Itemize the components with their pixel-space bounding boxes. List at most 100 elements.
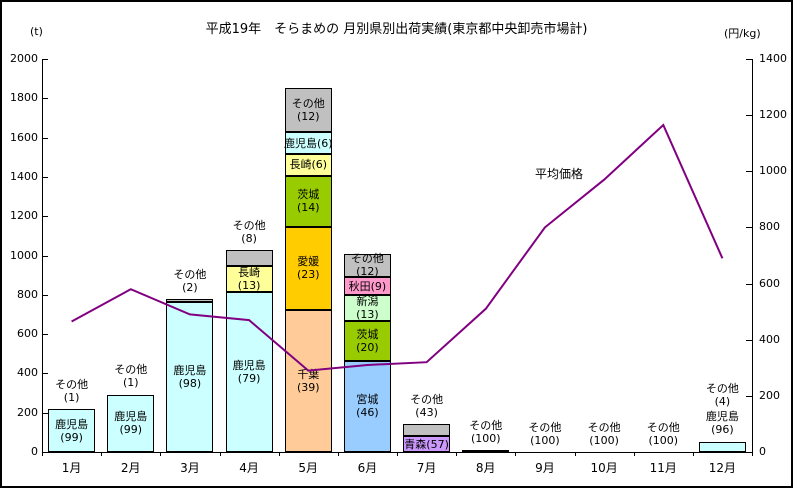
segment-label-6月-秋田: 秋田(9)	[348, 279, 387, 293]
segment-label-5月-千葉: 千葉 (39)	[296, 368, 320, 395]
x-axis-month-label: 12月	[708, 461, 737, 475]
left-axis-tick	[42, 176, 48, 178]
outside-label-8月-その他: その他 (100)	[469, 419, 503, 446]
bottom-axis-tick	[515, 452, 517, 456]
segment-label-6月-その他: その他 (12)	[350, 252, 384, 279]
left-axis-tick-label: 600	[17, 327, 38, 341]
left-axis-tick-label: 200	[17, 405, 38, 419]
outside-label-12月-その他: その他 (4)	[705, 382, 739, 409]
outside-label-10月-その他: その他 (100)	[587, 421, 621, 447]
bottom-axis-tick	[692, 452, 694, 456]
segment-label-6月-新潟: 新潟 (13)	[356, 295, 379, 322]
right-axis-tick	[746, 283, 752, 285]
x-axis-month-label: 8月	[475, 461, 496, 475]
left-axis-tick	[42, 294, 48, 296]
right-axis-tick-label: 1200	[759, 108, 787, 122]
outside-label-11月-その他: その他 (100)	[646, 421, 680, 447]
left-axis-tick-label: 1800	[10, 91, 38, 105]
bottom-axis-tick	[633, 452, 635, 456]
bottom-axis-tick	[752, 452, 753, 456]
outside-label-9月-その他: その他 (100)	[528, 421, 562, 447]
right-axis-tick	[746, 395, 752, 397]
outside-label-4月-その他: その他 (8)	[232, 218, 266, 245]
x-axis-month-label: 7月	[416, 461, 437, 475]
left-axis-tick-label: 1200	[10, 209, 38, 223]
left-axis-tick-label: 1400	[10, 169, 38, 183]
right-axis-tick	[746, 115, 752, 117]
left-axis-tick-label: 1000	[10, 248, 38, 262]
left-axis-tick	[42, 373, 48, 375]
segment-label-6月-宮城: 宮城 (46)	[356, 393, 379, 420]
right-axis-tick-label: 600	[759, 276, 780, 290]
right-axis-tick-label: 1000	[759, 164, 787, 178]
left-axis-unit-label: (t)	[30, 25, 43, 38]
bottom-axis-tick	[574, 452, 576, 456]
right-axis-tick	[746, 452, 752, 453]
chart-title: 平成19年 そらまめの 月別県別出荷実績(東京都中央卸売市場計)	[205, 22, 588, 37]
bar-segment-4月-その他	[225, 249, 273, 266]
bar-segment-6月-宮城	[343, 360, 391, 452]
bar-segment-1月-鹿児島	[48, 409, 96, 452]
bar-segment-12月-鹿児島	[698, 441, 746, 452]
left-axis-tick	[42, 334, 48, 336]
x-axis-month-label: 11月	[649, 461, 677, 475]
left-axis-tick	[42, 412, 48, 414]
outside-label-7月-その他: その他 (43)	[410, 393, 444, 420]
right-axis-unit-label: (円/kg)	[724, 27, 761, 40]
bottom-axis-tick	[219, 452, 221, 456]
x-axis-month-label: 3月	[180, 461, 200, 475]
bar-segment-8月-その他	[462, 450, 510, 453]
segment-label-7月-青森: 青森(57)	[404, 437, 449, 451]
x-axis-month-label: 5月	[298, 461, 319, 475]
left-axis-tick-label: 1600	[10, 130, 38, 144]
right-axis-tick	[746, 339, 752, 341]
right-axis-tick-label: 200	[759, 388, 780, 402]
left-axis-tick-label: 2000	[10, 52, 38, 65]
bottom-axis-tick	[160, 452, 162, 456]
outside-label-12月-鹿児島: 鹿児島 (96)	[705, 410, 739, 437]
left-axis-tick	[42, 452, 48, 453]
segment-label-5月-その他: その他 (12)	[291, 97, 325, 124]
bar-segment-2月-鹿児島	[107, 394, 155, 452]
left-axis-tick	[42, 216, 48, 218]
segment-label-5月-茨城: 茨城 (14)	[296, 188, 320, 215]
left-axis-tick-label: 400	[17, 366, 38, 380]
segment-label-2月-鹿児島: 鹿児島 (99)	[114, 410, 148, 437]
x-axis-month-label: 9月	[535, 461, 555, 475]
segment-label-1月-鹿児島: 鹿児島 (99)	[55, 417, 89, 444]
x-axis-month-label: 6月	[357, 461, 378, 475]
left-axis-tick	[42, 98, 48, 100]
x-axis-month-label: 1月	[61, 461, 82, 475]
outside-label-1月-その他: その他 (1)	[55, 377, 89, 404]
bottom-axis-tick	[456, 452, 458, 456]
bottom-axis-tick	[397, 452, 398, 456]
bottom-axis-tick	[42, 452, 43, 456]
segment-label-5月-鹿児島: 鹿児島(6)	[283, 136, 333, 150]
x-axis-month-label: 10月	[590, 461, 618, 475]
bottom-axis-tick	[337, 452, 339, 456]
left-axis-tick	[42, 255, 48, 257]
left-axis-tick	[42, 59, 48, 60]
left-axis-tick-label: 0	[31, 445, 38, 458]
right-axis-line	[752, 59, 753, 453]
right-axis-tick-label: 1400	[759, 52, 787, 65]
left-axis-tick-label: 800	[17, 287, 38, 301]
segment-label-6月-茨城: 茨城 (20)	[356, 327, 379, 354]
right-axis-tick	[746, 227, 752, 229]
bar-segment-7月-その他	[403, 424, 451, 437]
left-axis-tick	[42, 137, 48, 139]
right-axis-tick-label: 0	[759, 445, 766, 458]
bottom-axis-tick	[278, 452, 280, 456]
bar-segment-7月-青森	[403, 436, 451, 452]
bar-segment-3月-その他	[166, 298, 214, 302]
x-axis-month-label: 4月	[239, 461, 259, 475]
right-axis-tick-label: 800	[759, 220, 780, 234]
bottom-axis-tick	[101, 452, 103, 456]
right-axis-tick-label: 400	[759, 332, 780, 346]
right-axis-tick	[746, 59, 752, 60]
price-line-series-label: 平均価格	[535, 167, 584, 181]
segment-label-5月-長崎: 長崎(6)	[289, 158, 328, 172]
x-axis-month-label: 2月	[120, 461, 141, 475]
right-axis-tick	[746, 171, 752, 173]
